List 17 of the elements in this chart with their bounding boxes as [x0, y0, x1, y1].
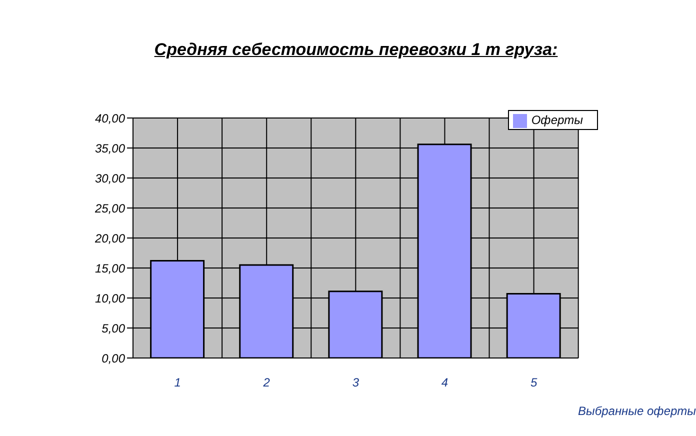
- x-tick-label: 5: [530, 376, 538, 390]
- y-tick-label: 10,00: [94, 291, 126, 306]
- x-tick-label: 4: [441, 376, 448, 390]
- x-tick-label: 3: [352, 376, 360, 390]
- x-axis-title: Выбранные оферты: [578, 404, 696, 418]
- chart-title: Средняя себестоимость перевозки 1 т груза:: [153, 40, 559, 60]
- x-tick-label: 1: [174, 376, 181, 390]
- x-tick-label: 2: [262, 376, 270, 390]
- y-tick-label: 15,00: [94, 261, 126, 276]
- y-tick-label: 5,00: [102, 321, 126, 336]
- legend-label: Оферты: [531, 113, 583, 127]
- y-tick-label: 35,00: [94, 141, 126, 156]
- y-tick-label: 0,00: [102, 351, 126, 366]
- y-tick-label: 25,00: [94, 201, 126, 216]
- y-tick-label: 30,00: [94, 171, 126, 186]
- y-tick-label: 20,00: [94, 231, 126, 246]
- y-tick-label: 40,00: [94, 111, 126, 126]
